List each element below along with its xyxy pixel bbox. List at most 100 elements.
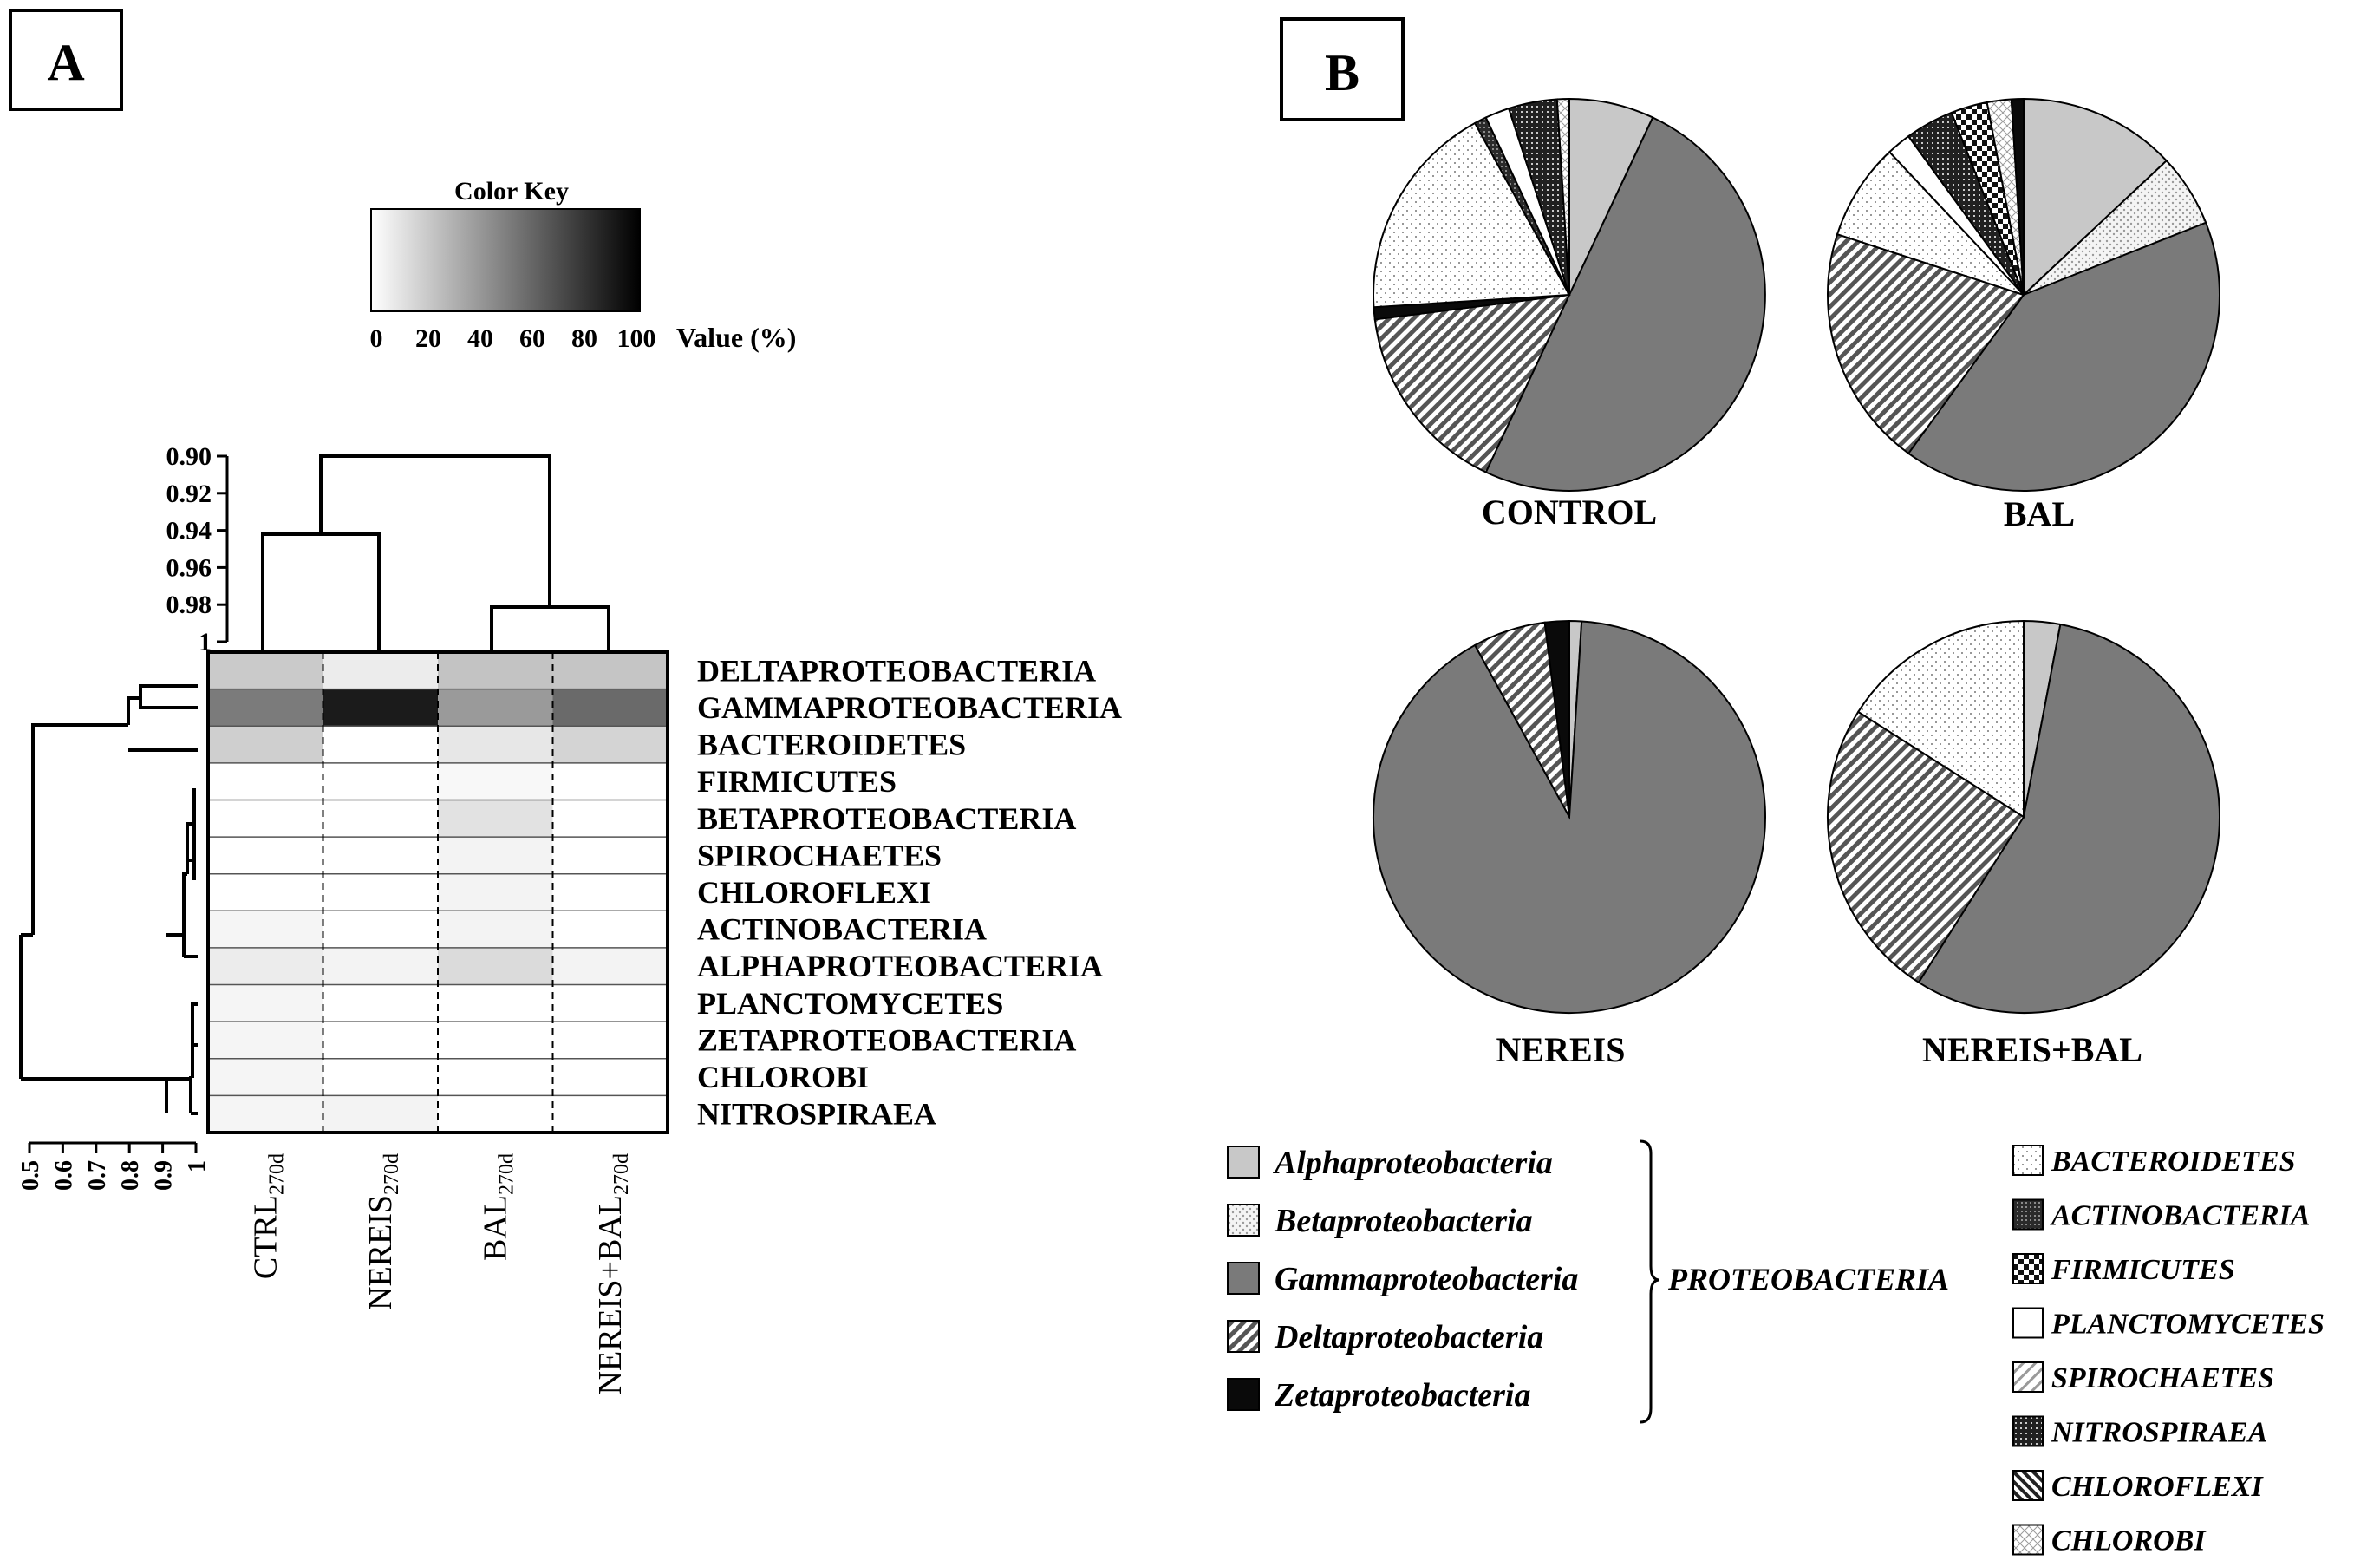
- heatmap-row-label: ALPHAPROTEOBACTERIA: [697, 949, 1103, 983]
- heatmap-cell: [438, 1058, 553, 1096]
- heatmap-cell: [552, 652, 668, 689]
- heatmap-row-labels: DELTAPROTEOBACTERIAGAMMAPROTEOBACTERIABA…: [697, 653, 1122, 1131]
- pie-title-nereis-bal: NEREIS+BAL: [1922, 1030, 2142, 1069]
- legend-label: FIRMICUTES: [2051, 1254, 2235, 1286]
- heatmap-cell: [552, 837, 668, 874]
- legend-label: Betaproteobacteria: [1274, 1203, 1533, 1239]
- pie-title-control: CONTROL: [1482, 493, 1657, 532]
- legend-label: ACTINOBACTERIA: [2050, 1200, 2311, 1232]
- heatmap-cell: [438, 800, 553, 838]
- color-key-tick: 40: [467, 324, 493, 353]
- pie-slice-zetaproteobacteria: [2010, 97, 2025, 296]
- pie-slice-gammaproteobacteria: [1917, 623, 2220, 1014]
- heatmap-cell: [208, 762, 323, 800]
- pie-control: [1373, 97, 1766, 493]
- heatmap-cells: [208, 652, 668, 1133]
- heatmap-cell: [438, 762, 553, 800]
- heatmap-cell: [323, 837, 438, 874]
- axis-tick-label: 0.92: [166, 480, 212, 508]
- legend-swatch: [2012, 1253, 2044, 1284]
- heatmap-cell: [552, 911, 668, 948]
- heatmap-cell: [438, 873, 553, 911]
- legend-swatch: [1227, 1378, 1260, 1411]
- heatmap-row-label: CHLOROFLEXI: [697, 875, 931, 910]
- heatmap-cell: [208, 652, 323, 689]
- heatmap-row-label: ZETAPROTEOBACTERIA: [697, 1022, 1076, 1057]
- heatmap-cell: [323, 726, 438, 763]
- legend-label: NITROSPIRAEA: [2051, 1417, 2267, 1449]
- panel-a-box: [9, 9, 123, 111]
- row-dendrogram: 0.5 0.6 0.7 0.8 0.9 1: [17, 684, 211, 1191]
- axis-tick-label: 0.90: [166, 442, 212, 471]
- legend-swatch: [2012, 1415, 2044, 1447]
- heatmap-cell: [323, 1095, 438, 1133]
- pie-slice-deltaproteobacteria: [1827, 710, 2025, 984]
- heatmap-row-label: BETAPROTEOBACTERIA: [697, 801, 1076, 836]
- color-key: Color Key 0 20 40 60 80 100 Value (%): [370, 177, 797, 353]
- pie-nereis: [1373, 619, 1766, 1014]
- legend-proteobacteria: Alphaproteobacteria Betaproteobacteria Gam…: [1227, 1145, 1578, 1414]
- column-dendrogram-axis: 0.90 0.92 0.94 0.96 0.98 1: [166, 442, 229, 656]
- heatmap-column-label: NEREIS+BAL270d: [592, 1153, 633, 1394]
- axis-tick-label: 0.98: [166, 591, 212, 619]
- legend-swatch: [1227, 1320, 1260, 1353]
- heatmap-cell: [323, 1022, 438, 1059]
- heatmap-cell: [552, 1058, 668, 1096]
- legend: Alphaproteobacteria Betaproteobacteria Gam…: [1227, 1139, 2325, 1557]
- heatmap-cell: [438, 1022, 553, 1059]
- heatmap-row-label: FIRMICUTES: [697, 764, 897, 799]
- heatmap: DELTAPROTEOBACTERIAGAMMAPROTEOBACTERIABA…: [206, 650, 1122, 1394]
- legend-label: Deltaproteobacteria: [1274, 1319, 1543, 1355]
- legend-label: CHLOROFLEXI: [2051, 1471, 2264, 1503]
- column-dendrogram-branches: [261, 454, 610, 652]
- legend-swatch: [1227, 1262, 1260, 1295]
- heatmap-cell: [552, 800, 668, 838]
- color-key-tick: 100: [617, 324, 656, 353]
- heatmap-cell: [208, 800, 323, 838]
- panel-a-label: A: [9, 9, 123, 111]
- row-dendrogram-branches: [19, 684, 198, 1115]
- pie-titles: CONTROL BAL NEREIS NEREIS+BAL: [1482, 493, 2142, 1069]
- pie-bal: [1827, 97, 2220, 492]
- heatmap-cell: [438, 689, 553, 727]
- pie-nereis-bal: [1827, 619, 2220, 1014]
- heatmap-cell: [208, 1095, 323, 1133]
- pie-slice-deltaproteobacteria: [1373, 293, 1571, 473]
- color-key-tick: 20: [415, 324, 441, 353]
- heatmap-cell: [208, 873, 323, 911]
- color-key-tick: 0: [370, 324, 383, 353]
- pie-title-nereis: NEREIS: [1496, 1030, 1626, 1069]
- pie-slice-bacteroidetes: [1856, 619, 2025, 819]
- legend-label: Alphaproteobacteria: [1273, 1145, 1553, 1181]
- legend-swatch: [2012, 1145, 2044, 1176]
- legend-swatch: [2012, 1524, 2044, 1556]
- pie-slice-deltaproteobacteria: [1827, 232, 2025, 455]
- color-key-ticks: 0 20 40 60 80 100: [370, 324, 656, 353]
- heatmap-cell: [208, 1058, 323, 1096]
- heatmap-frame: [206, 650, 669, 1134]
- heatmap-cell: [323, 652, 438, 689]
- legend-label: CHLOROBI: [2051, 1525, 2207, 1557]
- axis-tick-label: 0.6: [50, 1160, 77, 1191]
- heatmap-cell: [552, 762, 668, 800]
- legend-group-label: PROTEOBACTERIA: [1667, 1262, 1949, 1296]
- heatmap-cell: [438, 652, 553, 689]
- heatmap-cell: [438, 837, 553, 874]
- heatmap-cell: [208, 726, 323, 763]
- color-key-tick: 60: [519, 324, 545, 353]
- heatmap-cell: [438, 984, 553, 1022]
- axis-tick-label: 0.9: [151, 1160, 178, 1191]
- heatmap-row-label: GAMMAPROTEOBACTERIA: [697, 690, 1122, 725]
- color-key-gradient: [370, 208, 641, 312]
- heatmap-cell: [323, 984, 438, 1022]
- pie-slice-gammaproteobacteria: [1373, 620, 1766, 1014]
- legend-swatch: [2012, 1307, 2044, 1339]
- panel-b-box: [1280, 17, 1405, 121]
- heatmap-row-label: SPIROCHAETES: [697, 838, 942, 872]
- pie-title-bal: BAL: [2004, 494, 2075, 533]
- heatmap-cell: [208, 984, 323, 1022]
- heatmap-row-label: BACTEROIDETES: [697, 728, 966, 762]
- legend-swatch: [2012, 1198, 2044, 1231]
- heatmap-cell: [552, 1022, 668, 1059]
